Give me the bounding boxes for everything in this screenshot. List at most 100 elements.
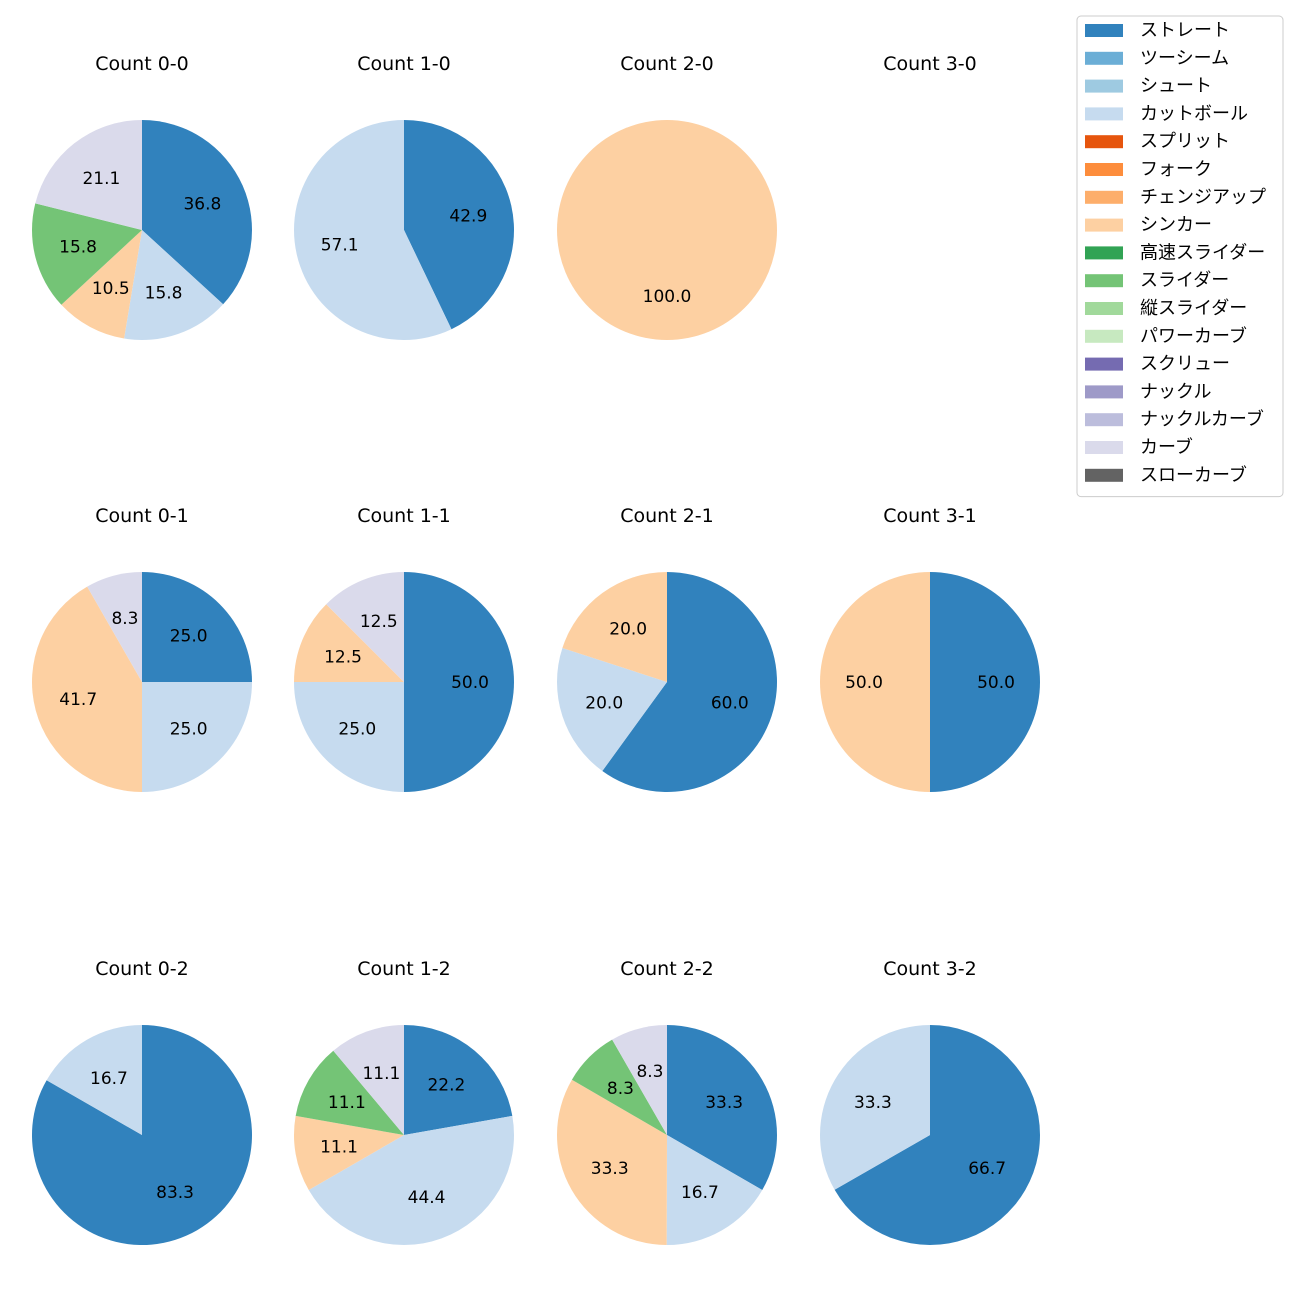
pie-slice-label: 11.1 bbox=[320, 1137, 358, 1157]
pie-slice bbox=[562, 572, 667, 682]
pie-slice bbox=[142, 120, 253, 305]
pie-slice bbox=[571, 1039, 667, 1135]
pie-slice bbox=[404, 1025, 513, 1135]
legend-swatch bbox=[1085, 24, 1123, 37]
legend-swatch bbox=[1085, 329, 1123, 343]
legend-label: ツーシーム bbox=[1140, 48, 1229, 69]
pie-slice-label: 42.9 bbox=[449, 206, 487, 226]
pie-slice bbox=[404, 120, 514, 330]
pie-panel: Count 1-1 50.0 25.0 12.5 12.5 bbox=[294, 505, 514, 792]
pie-slice bbox=[32, 203, 143, 305]
pie-panel: Count 2-2 33.3 16.7 33.3 8.38.3 bbox=[556, 958, 777, 1246]
pie-panels: Count 0-0 36.8 15.8 10.5 15.8 21.1 Count 1-0 42… bbox=[31, 53, 1040, 1246]
pie-slice-label: 36.8 bbox=[183, 194, 221, 214]
legend-swatch bbox=[1085, 51, 1123, 65]
pie-slice-label: 100.0 bbox=[643, 287, 692, 307]
pie-slice-label: 8.3 bbox=[636, 1062, 663, 1082]
pie-slice-label: 12.5 bbox=[360, 612, 398, 632]
legend-label: 高速スライダー bbox=[1140, 242, 1265, 263]
legend-label: スクリュー bbox=[1140, 354, 1230, 375]
pie-title: Count 1-1 bbox=[357, 505, 451, 527]
legend-label: チェンジアップ bbox=[1140, 187, 1266, 208]
pie-slice-label: 25.0 bbox=[170, 720, 208, 740]
legend-swatch bbox=[1085, 468, 1123, 482]
pie-slice-label: 15.8 bbox=[59, 237, 97, 257]
pie-slice bbox=[326, 572, 404, 682]
pie-slice bbox=[31, 1025, 252, 1246]
pie-slice-label: 57.1 bbox=[321, 236, 359, 256]
pie-slice-label: 20.0 bbox=[609, 620, 647, 640]
pie-title: Count 1-0 bbox=[357, 53, 451, 75]
legend-swatch bbox=[1085, 413, 1123, 427]
legend-label: カットボール bbox=[1140, 103, 1248, 124]
pie-panel: Count 1-2 22.2 44.4 11.1 11.1 11.1 bbox=[294, 958, 514, 1245]
pie-slice-label: 22.2 bbox=[427, 1075, 465, 1095]
pie-slice-label: 15.8 bbox=[145, 283, 183, 303]
legend-swatch bbox=[1085, 441, 1123, 454]
legend-swatch bbox=[1085, 79, 1123, 93]
pie-title: Count 0-0 bbox=[95, 53, 189, 75]
legend-label: シュート bbox=[1140, 76, 1212, 97]
pie-title: Count 0-1 bbox=[95, 505, 189, 527]
pie-slice bbox=[294, 1115, 404, 1190]
pie-slice bbox=[667, 1025, 777, 1190]
pie-slice bbox=[556, 1079, 667, 1245]
pie-slice bbox=[930, 572, 1040, 792]
legend-swatch bbox=[1085, 302, 1123, 315]
pie-slice-label: 16.7 bbox=[90, 1069, 128, 1089]
pie-title: Count 2-1 bbox=[620, 505, 714, 527]
pie-panel: Count 3-0 bbox=[883, 53, 977, 75]
legend-label: ナックルカーブ bbox=[1140, 408, 1264, 430]
pie-panel: Count 0-0 36.8 15.8 10.5 15.8 21.1 bbox=[32, 53, 253, 341]
pie-slice bbox=[308, 1115, 514, 1245]
pie-slice-label: 33.3 bbox=[705, 1093, 743, 1113]
pie-slice-label: 20.0 bbox=[585, 693, 623, 713]
pie-slice bbox=[87, 572, 142, 682]
legend-swatch bbox=[1085, 274, 1123, 288]
pie-slice-label: 50.0 bbox=[845, 673, 883, 693]
pie-slice-label: 25.0 bbox=[170, 626, 208, 646]
pie-title: Count 1-2 bbox=[357, 958, 451, 980]
pie-panel: Count 2-0 100.0 bbox=[557, 53, 777, 340]
pie-slice-label: 33.3 bbox=[854, 1093, 892, 1113]
pie-slice-label: 83.3 bbox=[156, 1183, 194, 1203]
pie-panel: Count 3-2 66.7 33.3 bbox=[820, 958, 1040, 1245]
pie-slice bbox=[294, 682, 404, 792]
pie-slice bbox=[333, 1025, 404, 1135]
pie-slice bbox=[61, 230, 142, 339]
pie-slice bbox=[124, 230, 224, 341]
legend-swatch bbox=[1085, 385, 1123, 399]
pie-slice-label: 21.1 bbox=[82, 169, 120, 189]
legend-label: 縦スライダー bbox=[1140, 298, 1247, 319]
pie-slice-label: 10.5 bbox=[92, 279, 130, 299]
pie-slice bbox=[820, 572, 930, 792]
pie-slice bbox=[404, 572, 514, 792]
pie-slice bbox=[35, 120, 143, 230]
pie-panel: Count 1-0 42.9 57.1 bbox=[293, 53, 514, 340]
pie-slice bbox=[820, 1025, 930, 1190]
pie-slice-label: 12.5 bbox=[324, 648, 362, 668]
legend: ストレートツーシームシュートカットボールスプリットフォークチェンジアップシンカー… bbox=[1076, 15, 1284, 498]
pie-slice bbox=[557, 120, 777, 340]
pie-slice bbox=[295, 1050, 404, 1135]
pie-title: Count 2-2 bbox=[620, 958, 714, 980]
pie-slice bbox=[612, 1025, 667, 1135]
pie-slice bbox=[294, 604, 404, 682]
legend-label: カーブ bbox=[1140, 436, 1193, 458]
pie-slice bbox=[46, 1025, 142, 1135]
pie-panel: Count 3-1 50.0 50.0 bbox=[820, 505, 1040, 792]
pie-title: Count 3-1 bbox=[883, 505, 977, 527]
pie-title: Count 2-0 bbox=[620, 53, 714, 75]
pie-slice-label: 50.0 bbox=[451, 673, 489, 693]
pie-title: Count 0-2 bbox=[95, 958, 189, 980]
pie-slice-label: 11.1 bbox=[328, 1093, 366, 1113]
pie-slice bbox=[557, 648, 667, 771]
pie-panel: Count 0-2 83.3 16.7 bbox=[31, 958, 252, 1246]
pie-slice bbox=[293, 120, 452, 340]
pie-title: Count 3-2 bbox=[883, 958, 977, 980]
pie-slice-label: 66.7 bbox=[968, 1159, 1006, 1179]
legend-swatch bbox=[1085, 135, 1123, 149]
legend-swatch bbox=[1085, 190, 1123, 204]
pie-panel: Count 2-1 60.0 20.0 20.0 bbox=[557, 505, 777, 793]
